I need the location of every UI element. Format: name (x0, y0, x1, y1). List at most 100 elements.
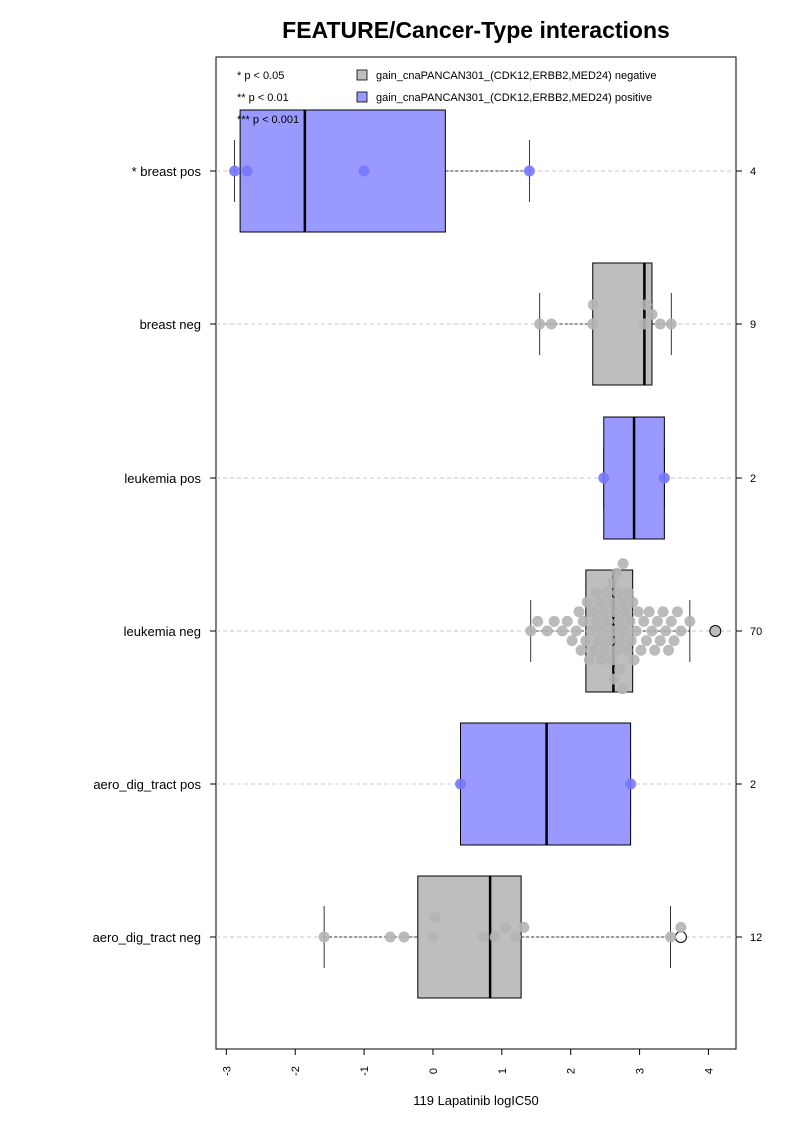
group-5-point-7 (499, 921, 511, 933)
group-3-point-1 (532, 615, 544, 627)
group-1-point-4 (638, 318, 650, 330)
group-4-count: 2 (750, 779, 756, 791)
group-3-point-15 (587, 606, 599, 618)
group-3-point-21 (595, 654, 607, 666)
legend-swatch-positive (356, 91, 368, 103)
group-3-point-33 (609, 606, 621, 618)
group-3-point-38 (614, 664, 626, 675)
chart-title: FEATURE/Cancer-Type interactions (282, 17, 670, 43)
group-4-point-1 (625, 778, 637, 790)
group-1-point-8 (665, 318, 677, 330)
group-3-point-25 (601, 587, 613, 598)
plot-frame (215, 56, 737, 1050)
group-1-point-6 (646, 308, 658, 320)
group-3-point-5 (561, 615, 573, 627)
group-0-point-1 (241, 165, 253, 177)
group-5-outlier-0 (674, 931, 687, 943)
group-5-point-11 (675, 921, 687, 933)
group-5-point-4 (429, 912, 441, 924)
group-3-point-23 (598, 606, 610, 618)
group-3-point-0 (525, 625, 537, 637)
x-tick-label-5: 2 (566, 1068, 578, 1074)
group-3-point-43 (618, 625, 630, 637)
group-3-point-8 (573, 606, 585, 618)
group-5-point-2 (398, 931, 410, 943)
group-4-point-0 (455, 778, 467, 790)
group-5-point-3 (427, 931, 439, 943)
group-3-point-59 (651, 615, 663, 627)
group-3-point-40 (616, 596, 628, 608)
group-3-point-20 (594, 596, 606, 608)
group-4-label: aero_dig_tract pos (93, 777, 201, 792)
group-3-point-27 (603, 635, 615, 647)
group-0-point-3 (523, 165, 535, 177)
group-3-point-62 (660, 625, 672, 637)
group-0-label: * breast pos (132, 164, 202, 179)
group-3-point-65 (668, 635, 680, 647)
x-tick-label-7: 4 (703, 1068, 715, 1074)
group-3-point-52 (632, 606, 644, 618)
legend: * p < 0.05 ** p < 0.01 *** p < 0.001 gai… (237, 69, 656, 126)
group-3-point-47 (624, 615, 636, 627)
group-0-point-2 (358, 165, 370, 177)
group-3-point-51 (630, 625, 642, 637)
group-1-point-2 (587, 318, 599, 330)
significance-legend-2: ** p < 0.01 (237, 92, 289, 104)
group-1-point-1 (545, 318, 557, 330)
x-tick-label-2: -1 (359, 1066, 371, 1076)
group-2-count: 2 (750, 473, 756, 485)
group-1-count: 9 (750, 319, 756, 331)
group-5-point-5 (477, 931, 489, 943)
group-3-point-56 (643, 606, 655, 618)
point-layer (229, 165, 722, 943)
group-0-point-0 (229, 165, 241, 177)
group-3-point-48 (625, 635, 637, 647)
group-5-label: aero_dig_tract neg (93, 930, 201, 945)
group-3-point-42 (617, 558, 629, 570)
group-5-point-9 (518, 921, 530, 933)
significance-legend-3: *** p < 0.001 (237, 114, 299, 126)
box-layer (239, 109, 665, 999)
group-1-label: breast neg (140, 317, 201, 332)
group-0-count: 4 (750, 166, 756, 178)
group-3-point-63 (663, 644, 675, 656)
group-3-point-16 (588, 644, 600, 656)
group-3-point-60 (654, 635, 666, 647)
x-axis-label: 119 Lapatinib logIC50 (413, 1093, 539, 1108)
group-3-point-4 (556, 625, 568, 637)
group-3-point-28 (605, 596, 617, 608)
label-layer: * breast pos 4 breast neg 9 leukemia pos 2 leu… (93, 164, 763, 945)
group-3-point-66 (671, 606, 683, 618)
group-3-point-61 (657, 606, 669, 618)
x-tick-label-3: 0 (428, 1068, 440, 1074)
group-3-point-34 (610, 644, 622, 656)
x-axis: -3 -2 -1 0 1 2 3 4 (221, 1049, 715, 1076)
group-3-point-11 (580, 635, 592, 647)
legend-label-negative: gain_cnaPANCAN301_(CDK12,ERBB2,MED24) ne… (376, 70, 656, 82)
group-3-point-35 (611, 567, 623, 579)
group-3-point-68 (684, 615, 696, 627)
group-5-point-1 (384, 931, 396, 943)
group-5-point-0 (318, 931, 330, 943)
group-3-point-57 (646, 625, 658, 637)
group-3-point-55 (640, 635, 652, 647)
x-tick-label-1: -2 (290, 1066, 302, 1076)
group-3-point-58 (649, 644, 661, 656)
group-3-point-6 (566, 635, 578, 647)
group-3-point-53 (635, 644, 647, 656)
group-3-point-41 (616, 683, 628, 695)
group-3-point-19 (592, 635, 604, 647)
x-tick-label-4: 1 (497, 1068, 509, 1074)
group-3-point-49 (627, 596, 639, 608)
significance-legend-1: * p < 0.05 (237, 70, 284, 82)
group-1-point-7 (654, 318, 666, 330)
group-3-point-32 (608, 673, 620, 685)
group-3-point-18 (591, 615, 603, 627)
x-tick-label-6: 3 (635, 1068, 647, 1074)
group-5-count: 12 (750, 932, 762, 944)
group-3-point-14 (585, 625, 597, 637)
group-3-label: leukemia neg (124, 624, 201, 639)
legend-label-positive: gain_cnaPANCAN301_(CDK12,ERBB2,MED24) po… (376, 92, 652, 104)
group-3-point-2 (541, 625, 553, 637)
